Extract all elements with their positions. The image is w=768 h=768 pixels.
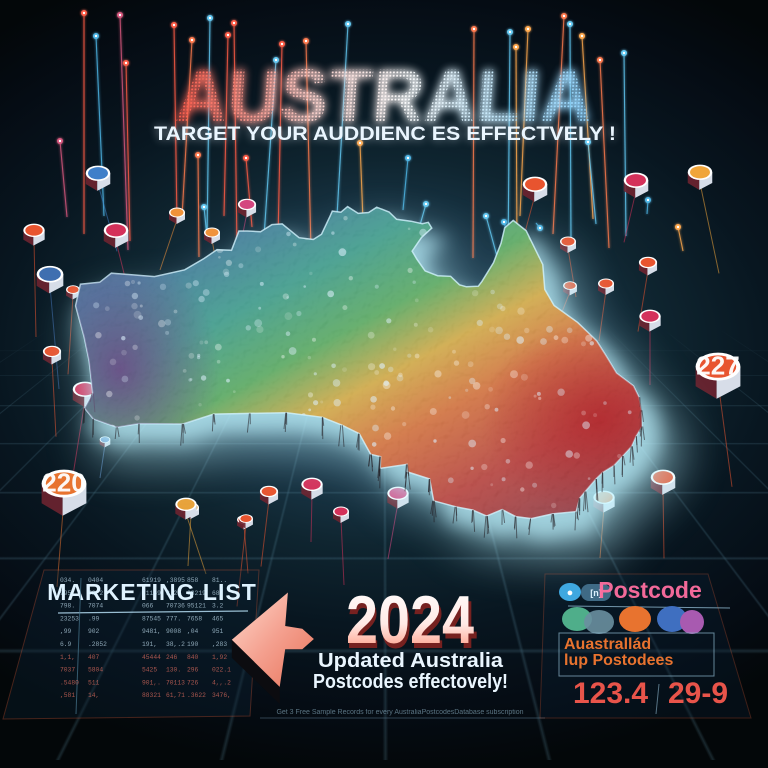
svg-text:.99: .99 [88, 615, 100, 622]
svg-text:,3895: ,3895 [166, 577, 185, 584]
svg-text:022.1: 022.1 [212, 667, 231, 674]
svg-text:Get 3 Free Sample Records for: Get 3 Free Sample Records for every Aust… [276, 709, 523, 716]
svg-text:Postcode: Postcode [598, 577, 702, 603]
svg-text:8.2: 8.2 [166, 590, 178, 597]
svg-text:●: ● [567, 587, 574, 599]
svg-text:Auastrallád: Auastrallád [564, 636, 651, 653]
svg-text:901,.: 901,. [142, 679, 161, 686]
svg-text:130.: 130. [166, 667, 181, 674]
svg-text:687: 687 [212, 590, 224, 597]
svg-text:3.2: 3.2 [212, 603, 224, 610]
svg-text:4,,.2: 4,,.2 [212, 679, 231, 686]
svg-text:45444: 45444 [142, 654, 161, 661]
svg-text:902: 902 [88, 628, 100, 635]
svg-text:9481,: 9481, [142, 628, 161, 635]
svg-text:5804: 5804 [88, 667, 103, 674]
svg-text:Postcodes effectovely!: Postcodes effectovely! [313, 671, 508, 693]
svg-text:,99: ,99 [60, 628, 72, 635]
svg-text:53.2: 53.2 [88, 590, 103, 597]
svg-text:23253: 23253 [60, 615, 79, 622]
svg-text:08219: 08219 [187, 590, 206, 597]
svg-text:7658: 7658 [187, 615, 202, 622]
svg-text:70736: 70736 [166, 603, 185, 610]
svg-text:191,: 191, [142, 641, 157, 648]
svg-text:6.9: 6.9 [60, 641, 72, 648]
svg-text:951: 951 [212, 628, 224, 635]
svg-text:511: 511 [88, 679, 100, 686]
svg-text:123.4: 123.4 [573, 677, 648, 710]
svg-text:066: 066 [142, 603, 154, 610]
svg-text:95121: 95121 [187, 603, 206, 610]
svg-text:858: 858 [187, 577, 199, 584]
svg-text:14,: 14, [88, 692, 99, 699]
svg-text:2024: 2024 [346, 582, 474, 658]
svg-text:.3622: .3622 [187, 692, 206, 699]
svg-text:88321: 88321 [142, 692, 161, 699]
svg-text:798.: 798. [60, 603, 75, 610]
svg-text:7037: 7037 [60, 667, 75, 674]
svg-text:296: 296 [187, 667, 199, 674]
svg-text:.5480: .5480 [60, 679, 79, 686]
svg-text:246: 246 [166, 654, 178, 661]
svg-text:5425: 5425 [142, 667, 157, 674]
svg-text:,283: ,283 [212, 641, 227, 648]
svg-text:034.: 034. [60, 577, 75, 584]
svg-text:777.: 777. [166, 615, 181, 622]
svg-text:1,1,: 1,1, [60, 654, 75, 661]
svg-text:87545: 87545 [142, 615, 161, 622]
svg-text:190: 190 [187, 641, 199, 648]
svg-text:1,92: 1,92 [212, 654, 227, 661]
svg-text:71169: 71169 [142, 590, 161, 597]
svg-text:9008: 9008 [166, 628, 181, 635]
svg-text:840: 840 [187, 654, 199, 661]
svg-text:81..: 81.. [212, 577, 227, 584]
svg-text:407: 407 [88, 654, 100, 661]
svg-text:,581: ,581 [60, 692, 75, 699]
svg-text:29-9: 29-9 [668, 677, 728, 710]
svg-text:70113: 70113 [166, 679, 185, 686]
svg-text:61919: 61919 [142, 577, 161, 584]
svg-text:465: 465 [212, 615, 224, 622]
svg-text:.2852: .2852 [88, 641, 107, 648]
svg-text:lup Postodees: lup Postodees [564, 652, 673, 669]
svg-text:,04: ,04 [187, 628, 199, 635]
svg-text:38,.2: 38,.2 [166, 641, 185, 648]
svg-text:61,71: 61,71 [166, 692, 185, 699]
svg-text:3476,: 3476, [212, 692, 231, 699]
svg-text:995: 995 [60, 590, 72, 597]
svg-text:726: 726 [187, 679, 199, 686]
svg-text:0404: 0404 [88, 577, 103, 584]
svg-text:7074: 7074 [88, 603, 103, 610]
svg-text:Updated Australia: Updated Australia [318, 650, 504, 672]
